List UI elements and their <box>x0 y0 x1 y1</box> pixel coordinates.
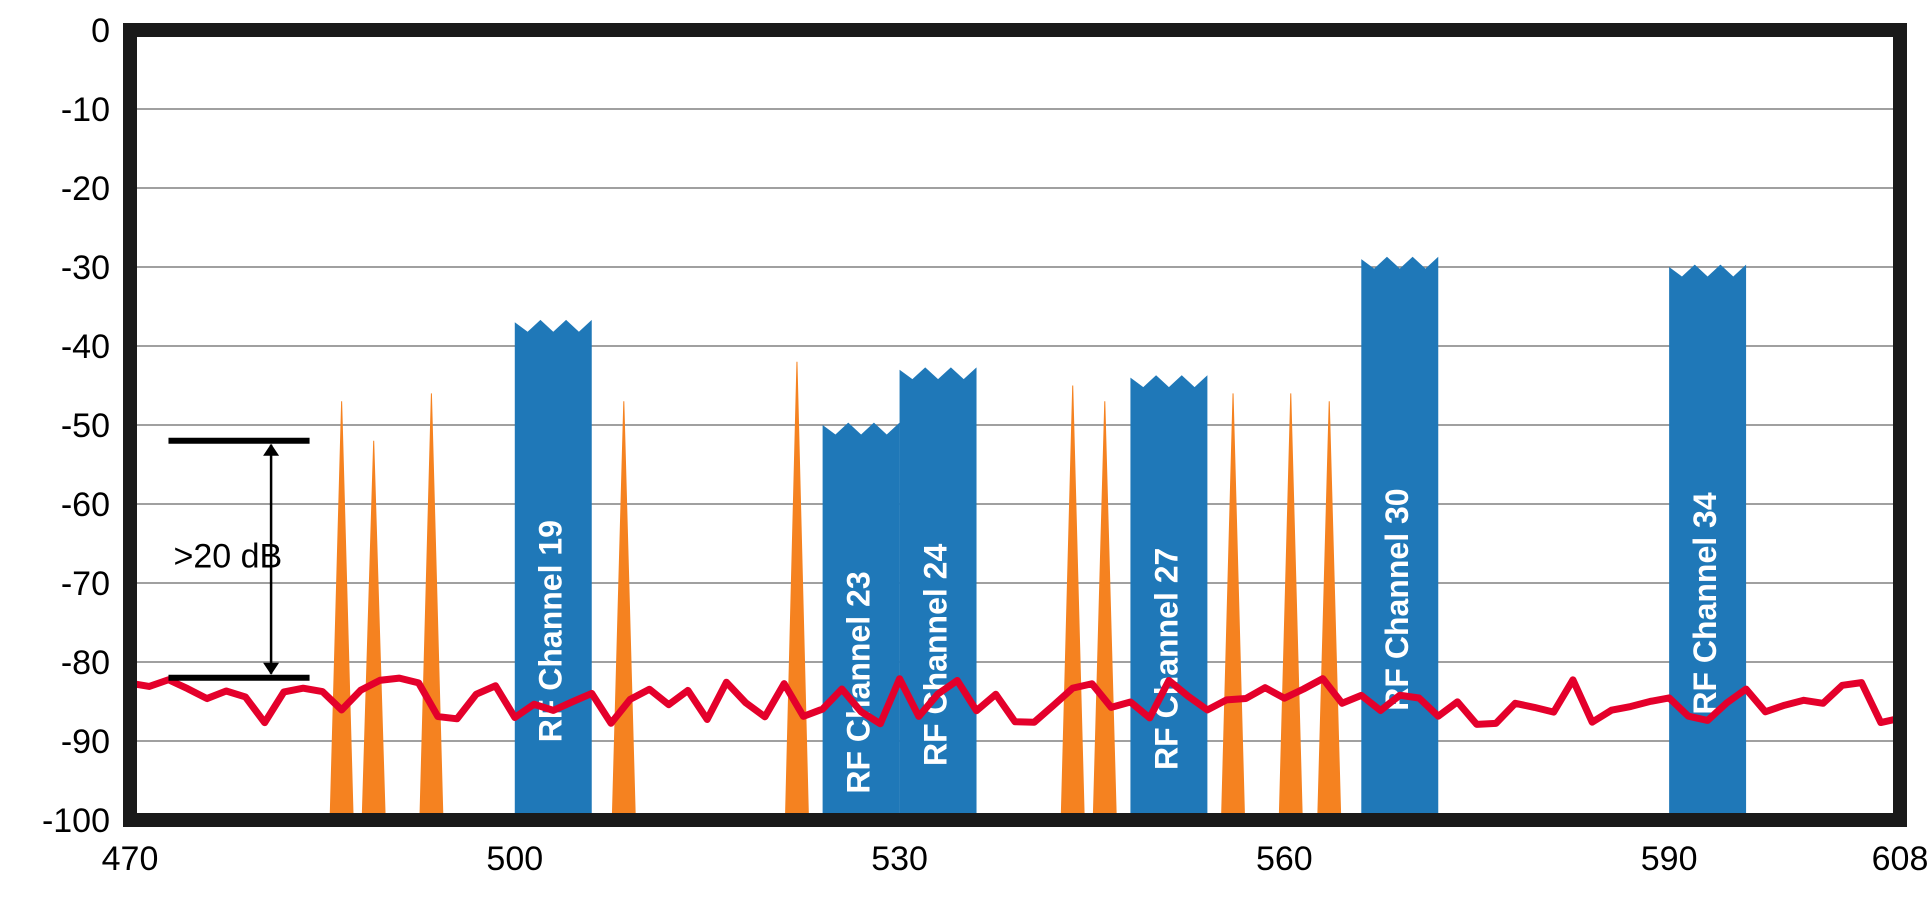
x-tick-label: 530 <box>871 840 928 878</box>
x-tick-label: 590 <box>1641 840 1698 878</box>
annotation-label: >20 dB <box>173 537 282 575</box>
x-tick-label: 608 <box>1872 840 1929 878</box>
y-tick-label: -30 <box>61 249 110 287</box>
y-tick-label: -10 <box>61 91 110 129</box>
rf-channel-label: RF Channel 24 <box>917 544 953 766</box>
y-tick-label: -60 <box>61 486 110 524</box>
rf-channel-label: RF Channel 23 <box>841 571 877 793</box>
x-tick-label: 470 <box>102 840 159 878</box>
y-tick-label: -100 <box>42 802 110 840</box>
y-tick-label: -20 <box>61 170 110 208</box>
y-tick-label: 0 <box>91 12 110 50</box>
y-tick-label: -90 <box>61 723 110 761</box>
spectrum-chart: RF Channel 19RF Channel 23RF Channel 24R… <box>0 0 1930 899</box>
rf-channel-label: RF Channel 30 <box>1379 488 1415 710</box>
y-tick-label: -80 <box>61 644 110 682</box>
y-tick-label: -70 <box>61 565 110 603</box>
rf-channel-label: RF Channel 34 <box>1687 492 1723 714</box>
y-tick-label: -50 <box>61 407 110 445</box>
x-tick-label: 500 <box>486 840 543 878</box>
y-tick-label: -40 <box>61 328 110 366</box>
x-tick-label: 560 <box>1256 840 1313 878</box>
rf-channel-label: RF Channel 27 <box>1148 548 1184 770</box>
